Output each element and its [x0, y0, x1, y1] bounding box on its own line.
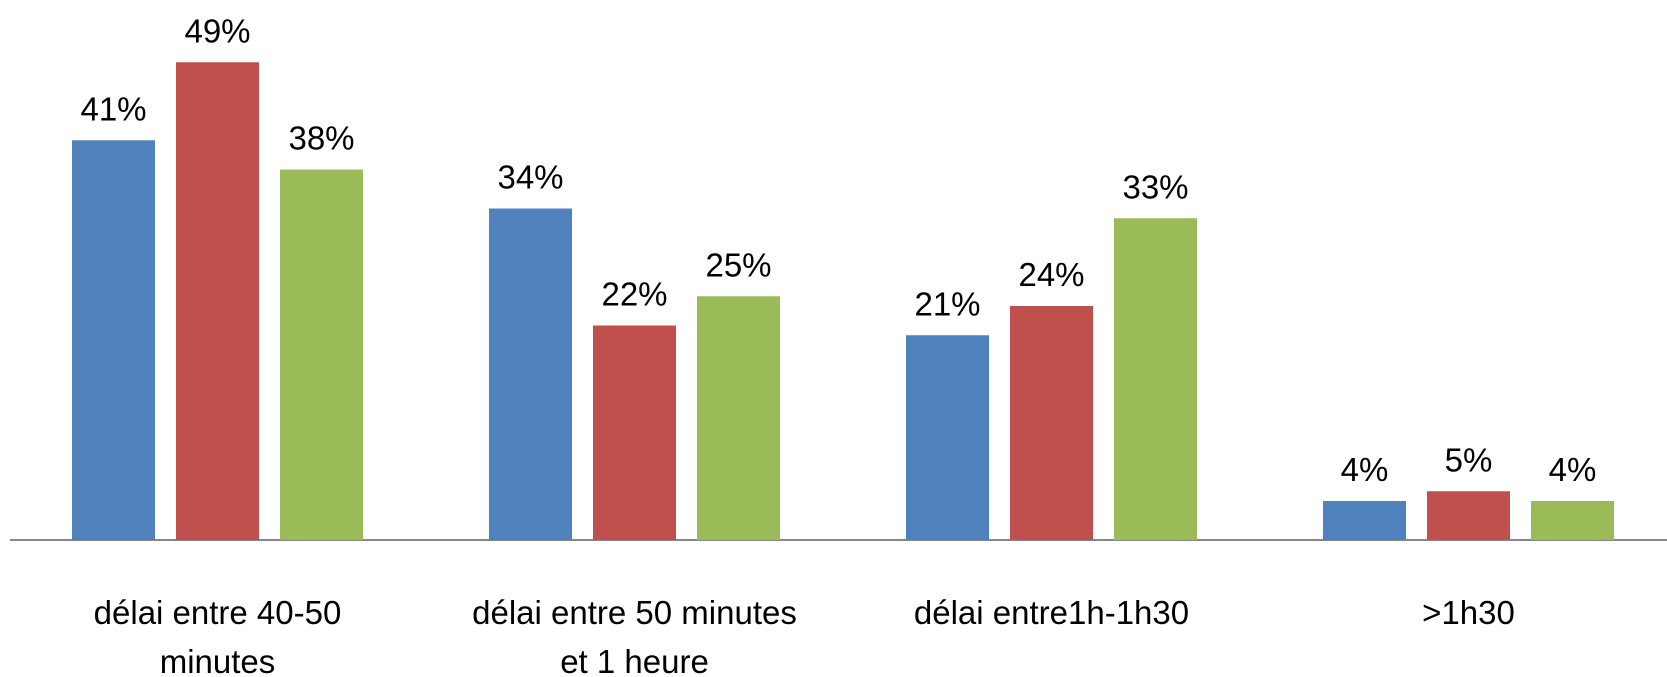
- bar-series3-cat4: [1531, 501, 1614, 540]
- data-label-series3-cat3: 33%: [1122, 168, 1188, 205]
- category-label-3-line-1: délai entre1h-1h30: [914, 594, 1189, 631]
- category-label-1-line-1: délai entre 40-50: [94, 594, 342, 631]
- bar-series1-cat1: [72, 140, 155, 540]
- data-labels-group: 41% 49% 38% 34% 22% 25% 21% 24% 33% 4% 5% 4%: [80, 12, 1596, 488]
- bar-series2-cat4: [1427, 491, 1510, 540]
- category-labels-group: délai entre 40-50 minutes délai entre 50 m…: [94, 594, 1515, 677]
- category-label-2-line-2: et 1 heure: [560, 643, 709, 677]
- category-label-4-line-1: >1h30: [1422, 594, 1515, 631]
- bar-series1-cat2: [489, 208, 572, 540]
- bar-series3-cat3: [1114, 218, 1197, 540]
- bar-series3-cat1: [280, 169, 363, 540]
- data-label-series1-cat4: 4%: [1341, 451, 1389, 488]
- data-label-series1-cat3: 21%: [914, 285, 980, 322]
- data-label-series3-cat1: 38%: [288, 120, 354, 157]
- data-label-series1-cat2: 34%: [497, 159, 563, 196]
- data-label-series2-cat1: 49%: [184, 12, 250, 49]
- category-label-1-line-2: minutes: [160, 643, 276, 677]
- bar-series3-cat2: [697, 296, 780, 540]
- bar-series2-cat3: [1010, 306, 1093, 540]
- data-label-series2-cat4: 5%: [1445, 441, 1493, 478]
- data-label-series2-cat2: 22%: [601, 276, 667, 313]
- bar-series1-cat3: [906, 335, 989, 540]
- bar-series2-cat1: [176, 62, 259, 540]
- data-label-series1-cat1: 41%: [80, 90, 146, 127]
- data-label-series3-cat2: 25%: [705, 246, 771, 283]
- data-label-series2-cat3: 24%: [1018, 256, 1084, 293]
- bar-series2-cat2: [593, 325, 676, 540]
- data-label-series3-cat4: 4%: [1549, 451, 1597, 488]
- bars-group: [72, 62, 1614, 540]
- bar-series1-cat4: [1323, 501, 1406, 540]
- category-label-2-line-1: délai entre 50 minutes: [472, 594, 797, 631]
